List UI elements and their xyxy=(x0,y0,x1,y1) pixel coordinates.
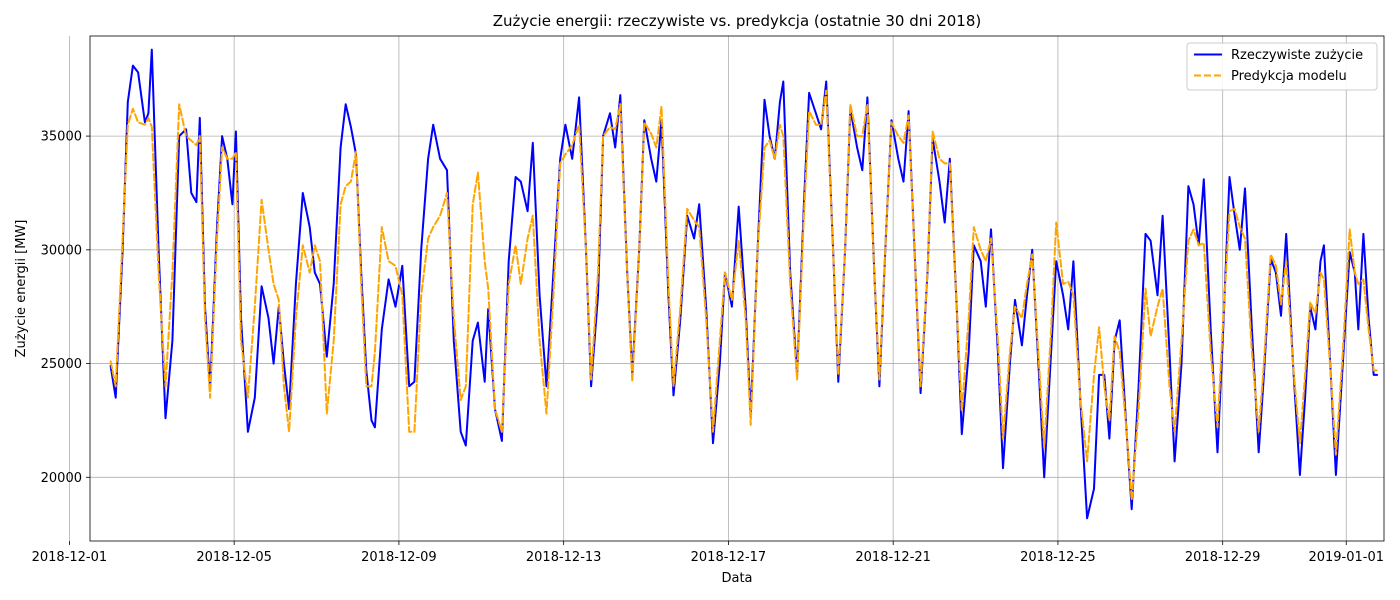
y-tick-label: 25000 xyxy=(41,357,82,372)
plot-frame xyxy=(89,35,1385,542)
y-tick-label: 20000 xyxy=(41,471,82,486)
x-tick-label: 2018-12-05 xyxy=(196,550,272,565)
x-tick-label: 2018-12-17 xyxy=(691,550,767,565)
legend-label-prediction: Predykcja modelu xyxy=(1231,69,1347,84)
x-tick-label: 2018-12-29 xyxy=(1185,550,1261,565)
series-line-prediction xyxy=(109,89,1379,502)
x-tick-label: 2018-12-09 xyxy=(361,550,437,565)
x-tick-label: 2019-01-01 xyxy=(1308,550,1384,565)
x-axis-label: Data xyxy=(721,571,752,586)
legend: Rzeczywiste zużycie Predykcja modelu xyxy=(1186,42,1378,91)
chart-title: Zużycie energii: rzeczywiste vs. predykc… xyxy=(493,12,981,30)
y-tick-label: 30000 xyxy=(41,243,82,258)
x-tick-label: 2018-12-25 xyxy=(1020,550,1096,565)
legend-label-actual: Rzeczywiste zużycie xyxy=(1231,48,1363,63)
x-tick-label: 2018-12-21 xyxy=(855,550,931,565)
x-tick-label: 2018-12-01 xyxy=(32,550,108,565)
series-layer xyxy=(109,48,1379,520)
axis-layer: 2018-12-01 2018-12-05 2018-12-09 2018-12-13… xyxy=(32,130,1384,565)
y-tick-label: 35000 xyxy=(41,130,82,145)
x-tick-label: 2018-12-13 xyxy=(526,550,602,565)
y-axis-label: Zużycie energii [MW] xyxy=(14,220,29,358)
legend-box xyxy=(1186,42,1378,91)
